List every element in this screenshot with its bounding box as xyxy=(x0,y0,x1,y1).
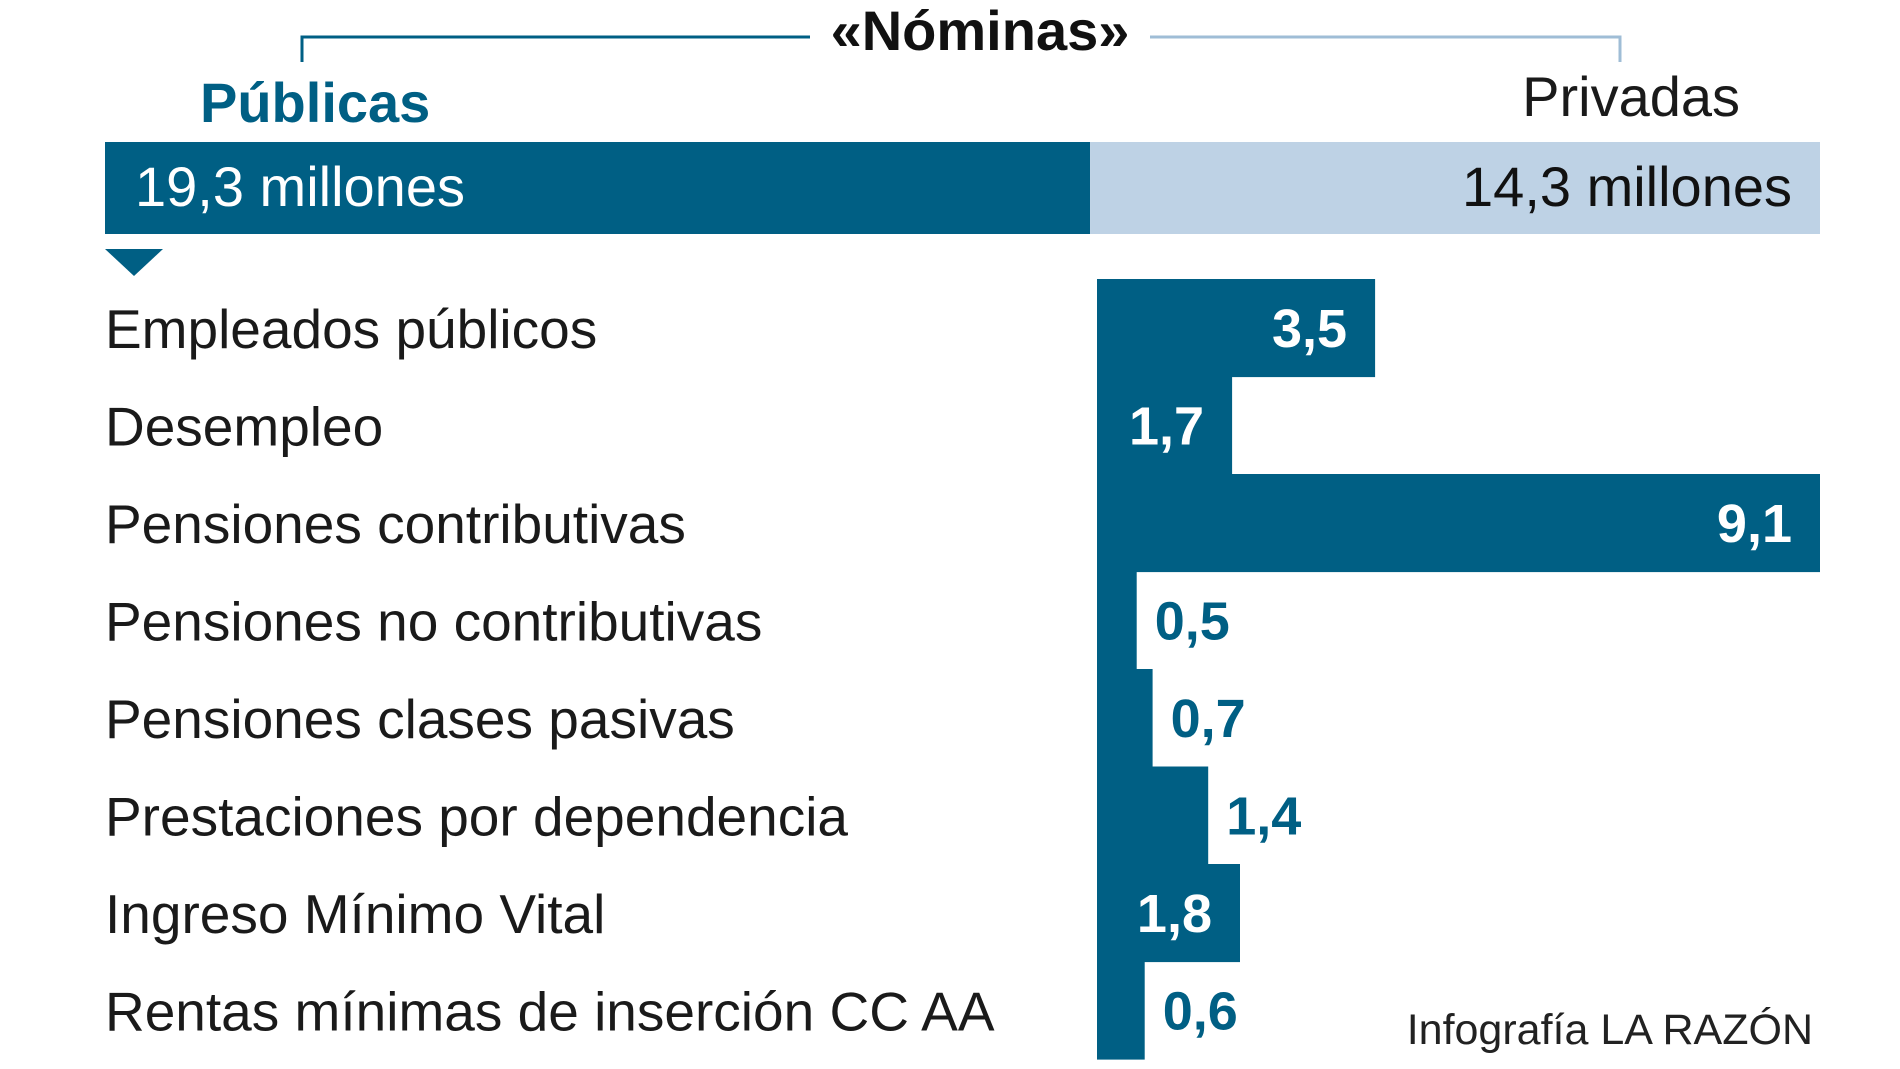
bar xyxy=(1097,669,1153,768)
split-bar-privadas xyxy=(1090,142,1820,234)
value-label: 0,7 xyxy=(1171,689,1246,749)
value-label: 9,1 xyxy=(1717,494,1792,554)
category-labels: Empleados públicos Desempleo Pensiones con… xyxy=(105,298,995,1043)
value-label: 1,8 xyxy=(1137,884,1212,944)
category-label: Empleados públicos xyxy=(105,298,597,360)
category-label: Pensiones no contributivas xyxy=(105,591,762,653)
category-label: Desempleo xyxy=(105,396,383,458)
category-label: Prestaciones por dependencia xyxy=(105,786,848,848)
chart-title: «Nóminas» xyxy=(831,0,1130,62)
split-value-publicas: 19,3 millones xyxy=(135,155,465,218)
value-label: 0,5 xyxy=(1155,592,1230,652)
bar xyxy=(1097,864,1240,963)
category-label: Pensiones clases pasivas xyxy=(105,688,735,750)
credit: Infografía LA RAZÓN xyxy=(1407,1006,1813,1054)
bar xyxy=(1097,571,1137,670)
bars xyxy=(1097,279,1820,1060)
category-label: Pensiones contributivas xyxy=(105,493,686,555)
split-bar-publicas xyxy=(105,142,1091,234)
bar xyxy=(1097,376,1233,475)
category-label: Rentas mínimas de inserción CC AA xyxy=(105,981,995,1043)
split-value-privadas: 14,3 millones xyxy=(1462,155,1792,218)
privadas-label: Privadas xyxy=(1522,65,1740,128)
publicas-label: Públicas xyxy=(200,71,430,134)
value-label: 1,7 xyxy=(1129,397,1204,457)
bracket-right-line xyxy=(1150,35,1622,62)
value-label: 1,4 xyxy=(1226,787,1301,847)
pointer-triangle xyxy=(105,249,163,276)
bracket-left-line xyxy=(300,35,810,62)
value-label: 3,5 xyxy=(1272,299,1347,359)
category-label: Ingreso Mínimo Vital xyxy=(105,883,605,945)
value-label: 0,6 xyxy=(1163,982,1238,1042)
value-labels: 3,5 1,7 9,1 0,5 0,7 1,41,8 0,6 xyxy=(1129,299,1792,1042)
bar xyxy=(1097,961,1145,1060)
bar xyxy=(1097,766,1209,865)
bar xyxy=(1097,474,1820,573)
bar xyxy=(1097,279,1376,378)
